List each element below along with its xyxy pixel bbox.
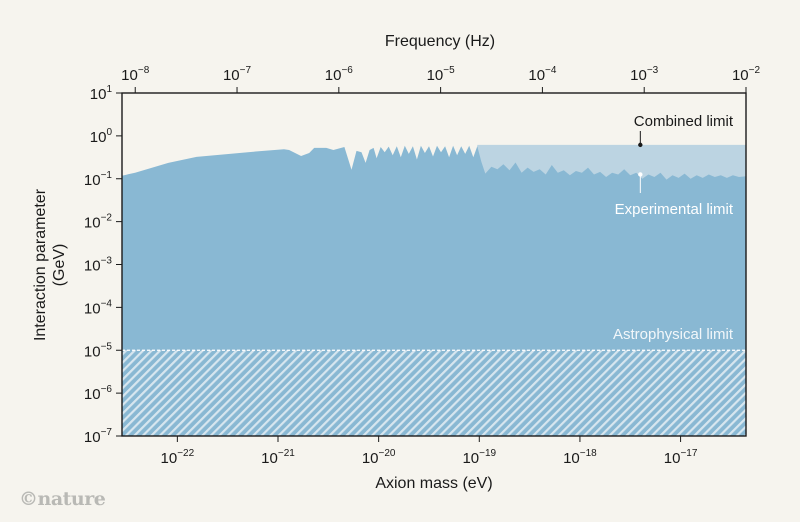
astrophysical-limit-label: Astrophysical limit (613, 326, 734, 343)
x-axis-title: Axion mass (eV) (375, 475, 492, 492)
x2-tick-label: 10−4 (528, 65, 557, 84)
x2-tick-label: 10−7 (223, 65, 252, 84)
astrophysical-limit-hatch (122, 350, 746, 436)
x2-tick-label: 10−3 (630, 65, 659, 84)
y-tick-label: 10−7 (84, 427, 113, 446)
y-tick-label: 10−3 (84, 256, 113, 275)
x2-axis-title: Frequency (Hz) (385, 33, 495, 50)
y-tick-label: 10−6 (84, 384, 113, 403)
x-tick-label: 10−19 (462, 448, 496, 467)
x-tick-label: 10−18 (563, 448, 597, 467)
x-tick-label: 10−20 (362, 448, 396, 467)
x-tick-label: 10−22 (161, 448, 195, 467)
experimental-limit-marker (638, 172, 643, 177)
y-axis-title-line1: Interaction parameter (32, 188, 49, 341)
x2-tick-label: 10−2 (732, 65, 761, 84)
experimental-limit-label: Experimental limit (615, 201, 734, 218)
y-tick-label: 10−5 (84, 341, 113, 360)
x2-tick-label: 10−6 (325, 65, 354, 84)
y-axis-title-line2: (GeV) (51, 244, 68, 287)
x-tick-label: 10−17 (664, 448, 698, 467)
y-tick-label: 100 (90, 127, 113, 146)
x2-tick-label: 10−5 (427, 65, 456, 84)
y-tick-label: 101 (90, 84, 113, 103)
x2-tick-label: 10−8 (121, 65, 150, 84)
nature-credit-logo: ©nature (19, 488, 106, 510)
y-tick-label: 10−4 (84, 298, 113, 317)
x-tick-label: 10−21 (261, 448, 295, 467)
combined-limit-label: Combined limit (634, 113, 734, 130)
combined-limit-marker (638, 142, 643, 148)
y-tick-label: 10−2 (84, 213, 113, 232)
y-tick-label: 10−1 (84, 170, 113, 189)
